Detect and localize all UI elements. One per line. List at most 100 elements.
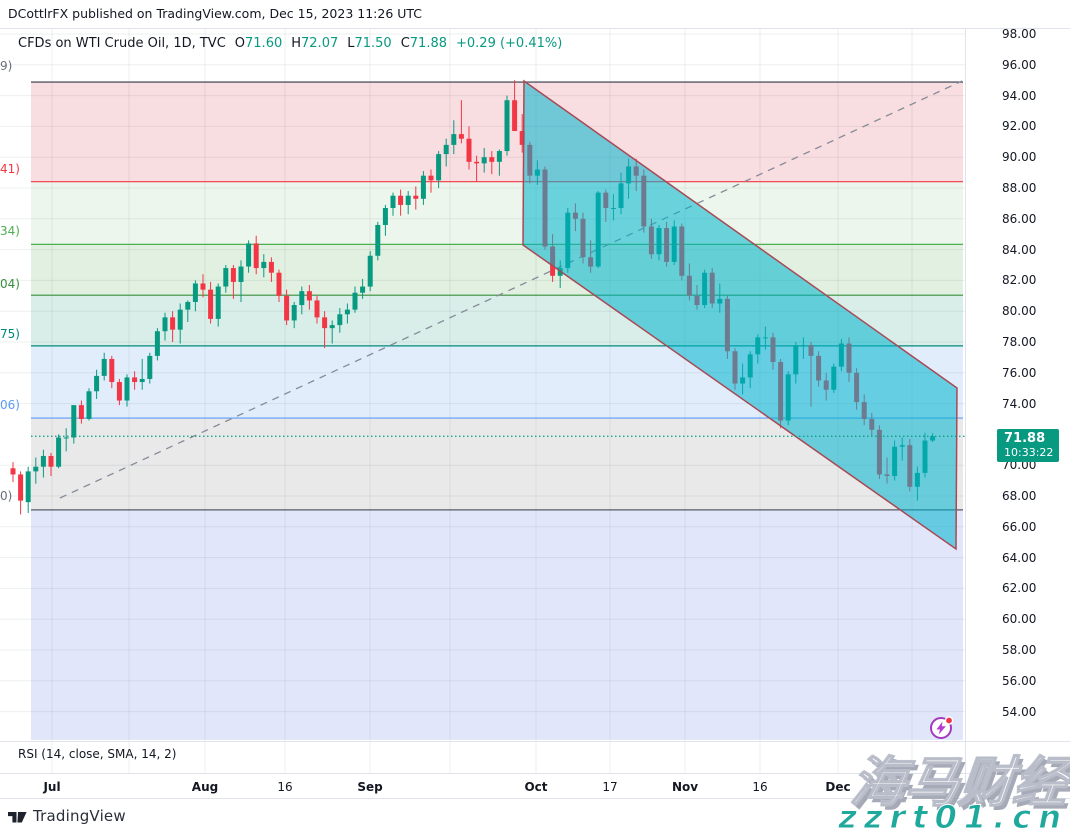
price-tick-label: 56.00 bbox=[1002, 673, 1037, 688]
price-tick-label: 62.00 bbox=[1002, 581, 1037, 596]
candle-body bbox=[170, 317, 176, 330]
candle-body bbox=[314, 300, 320, 318]
candle-body bbox=[466, 138, 472, 162]
candle-body bbox=[215, 286, 221, 319]
price-zone bbox=[31, 509, 963, 740]
tradingview-logo[interactable]: TradingView bbox=[8, 807, 126, 825]
price-tick-label: 66.00 bbox=[1002, 519, 1037, 534]
candle-body bbox=[71, 405, 77, 438]
pane-separator[interactable] bbox=[0, 741, 1070, 742]
candle-body bbox=[33, 466, 39, 472]
candle-body bbox=[40, 455, 46, 467]
price-tick-label: 68.00 bbox=[1002, 489, 1037, 503]
candle-body bbox=[458, 134, 464, 139]
price-axis-border[interactable] bbox=[965, 28, 966, 798]
time-tick-label: Dec bbox=[825, 780, 851, 794]
time-tick-label: Jul bbox=[43, 780, 61, 794]
symbol-legend[interactable]: CFDs on WTI Crude Oil, 1D, TVC O71.60 H72… bbox=[18, 36, 562, 51]
price-tick-label: 92.00 bbox=[1002, 119, 1037, 134]
watermark-url: zzrt01.cn bbox=[838, 798, 1068, 836]
candle-body bbox=[512, 100, 518, 132]
tradingview-logo-icon bbox=[8, 811, 27, 822]
header-divider bbox=[0, 28, 1070, 29]
candle-body bbox=[185, 301, 191, 310]
candle-body bbox=[420, 175, 426, 199]
flash-button[interactable] bbox=[929, 714, 955, 740]
ohlc-pair: H72.07 bbox=[291, 36, 339, 51]
time-tick-label: Aug bbox=[191, 780, 219, 794]
candle-body bbox=[177, 309, 183, 330]
lightning-icon bbox=[936, 721, 946, 735]
candle-body bbox=[154, 331, 160, 356]
price-tick-label: 76.00 bbox=[1002, 365, 1037, 380]
level-partial-label: 75) bbox=[0, 327, 20, 341]
candle-body bbox=[504, 100, 510, 152]
candle-body bbox=[268, 261, 274, 273]
level-partial-label: 0) bbox=[0, 489, 13, 503]
change-value: +0.29 (+0.41%) bbox=[456, 36, 563, 51]
ohlc-pair: C71.88 bbox=[400, 36, 447, 51]
price-tick-label: 80.00 bbox=[1002, 304, 1037, 319]
candle-body bbox=[139, 378, 145, 383]
candle-body bbox=[344, 309, 350, 315]
price-tick-label: 64.00 bbox=[1002, 550, 1037, 565]
candle-body bbox=[352, 292, 358, 310]
ohlc-values: O71.60 H72.07 L71.50 C71.88 bbox=[235, 36, 447, 51]
level-partial-label: 34) bbox=[0, 224, 20, 238]
symbol-title: CFDs on WTI Crude Oil, 1D, TVC bbox=[18, 36, 226, 51]
candle-body bbox=[18, 474, 24, 501]
price-tick-label: 86.00 bbox=[1002, 211, 1037, 226]
candle-body bbox=[367, 255, 373, 287]
price-tick-label: 88.00 bbox=[1002, 181, 1037, 195]
parallel-channel bbox=[522, 79, 958, 551]
candle-body bbox=[322, 317, 328, 329]
candle-body bbox=[443, 144, 449, 155]
time-tick-label: Sep bbox=[357, 780, 383, 794]
time-tick-label: 16 bbox=[752, 780, 768, 794]
candle-body bbox=[223, 268, 229, 287]
time-tick-label: 17 bbox=[602, 780, 618, 794]
candle-body bbox=[337, 314, 343, 326]
candle-body bbox=[192, 283, 198, 302]
price-zone bbox=[31, 181, 963, 245]
candle-body bbox=[451, 134, 457, 145]
price-tick-label: 94.00 bbox=[1002, 88, 1037, 103]
candle-body bbox=[390, 195, 396, 209]
candle-body bbox=[398, 195, 404, 205]
rsi-bottom-border bbox=[0, 773, 1070, 774]
candle-body bbox=[94, 375, 100, 392]
ohlc-pair: O71.60 bbox=[234, 36, 283, 51]
candle-body bbox=[162, 317, 168, 332]
candle-body bbox=[413, 195, 419, 199]
bar-countdown: 10:33:22 bbox=[1004, 446, 1054, 459]
candle-body bbox=[436, 154, 442, 181]
candle-body bbox=[276, 272, 282, 296]
candle-body bbox=[238, 266, 244, 282]
candle-body bbox=[200, 283, 206, 290]
candle-body bbox=[474, 161, 480, 164]
candle-body bbox=[63, 437, 69, 439]
price-tick-label: 74.00 bbox=[1002, 396, 1037, 411]
candle-body bbox=[284, 295, 290, 321]
candle-body bbox=[109, 358, 115, 383]
candle-body bbox=[101, 358, 107, 376]
candle-body bbox=[360, 286, 366, 293]
price-tick-label: 90.00 bbox=[1002, 150, 1037, 165]
candle-body bbox=[147, 355, 153, 379]
level-partial-label: 04) bbox=[0, 277, 20, 291]
candle-body bbox=[329, 325, 335, 329]
candle-body bbox=[375, 224, 381, 256]
candle-body bbox=[86, 391, 92, 419]
time-axis-border bbox=[0, 798, 1070, 799]
time-tick-label: Oct bbox=[524, 780, 548, 794]
price-tick-label: 78.00 bbox=[1002, 335, 1037, 349]
ohlc-pair: L71.50 bbox=[347, 36, 392, 51]
candle-body bbox=[496, 151, 502, 162]
rsi-legend[interactable]: RSI (14, close, SMA, 14, 2) bbox=[18, 747, 177, 761]
candle-body bbox=[10, 468, 16, 475]
tradingview-logo-text: TradingView bbox=[33, 807, 126, 825]
notification-dot bbox=[944, 716, 954, 725]
level-partial-label: 06) bbox=[0, 398, 20, 412]
time-tick-label: 16 bbox=[277, 780, 293, 794]
